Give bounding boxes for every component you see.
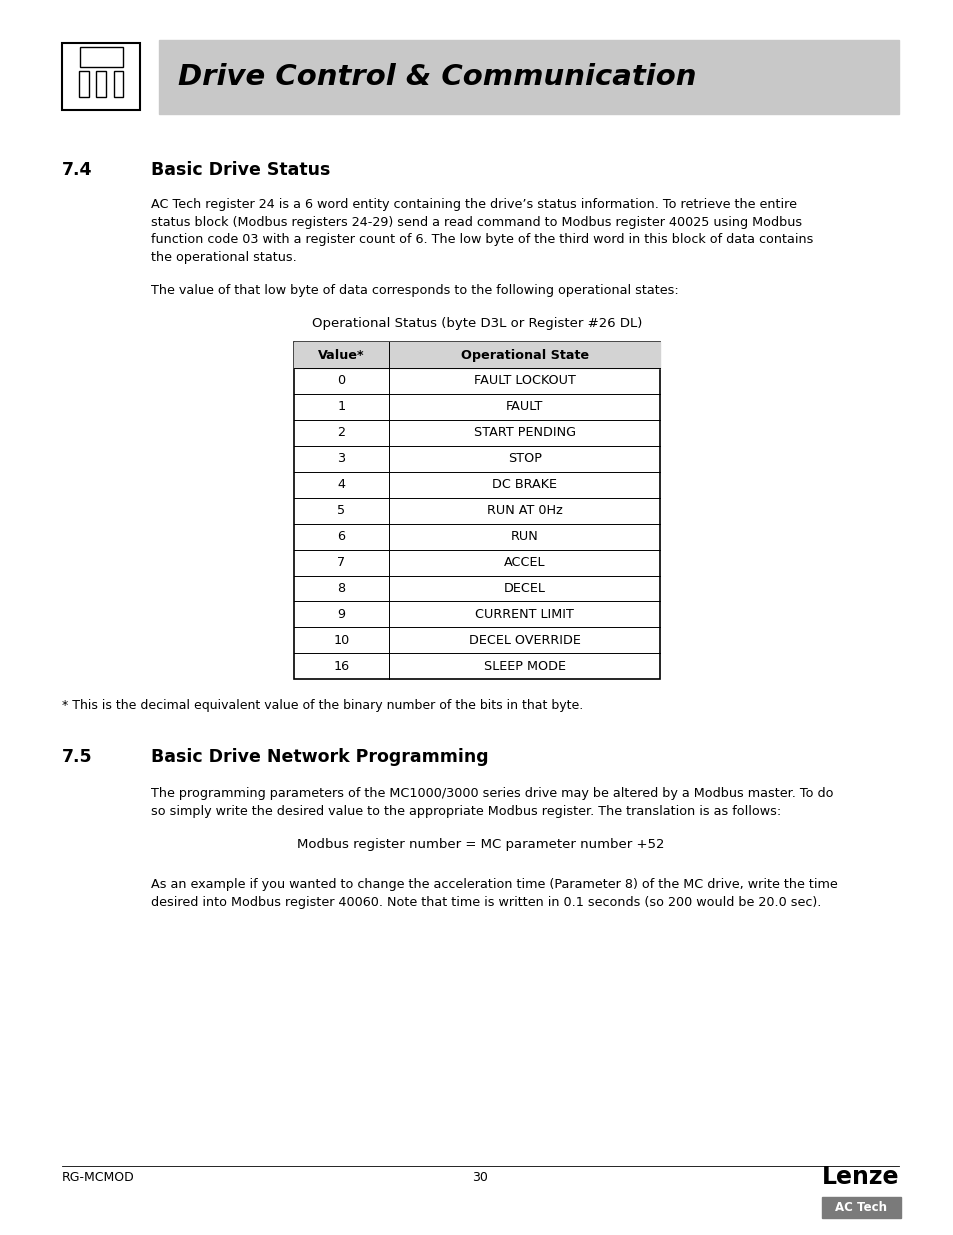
Text: 0: 0 [337, 374, 345, 388]
Text: * This is the decimal equivalent value of the binary number of the bits in that : * This is the decimal equivalent value o… [62, 699, 582, 713]
Bar [821, 1197, 900, 1218]
Bar [294, 342, 659, 368]
Text: 3: 3 [337, 452, 345, 466]
Text: Modbus register number = MC parameter number +52: Modbus register number = MC parameter nu… [296, 837, 663, 851]
Text: 7: 7 [337, 556, 345, 569]
Bar [96, 72, 106, 96]
Text: 7.4: 7.4 [62, 161, 92, 179]
Text: DC BRAKE: DC BRAKE [492, 478, 557, 492]
Text: Basic Drive Status: Basic Drive Status [151, 161, 330, 179]
Text: START PENDING: START PENDING [474, 426, 575, 440]
Text: DECEL OVERRIDE: DECEL OVERRIDE [468, 634, 580, 647]
Text: AC Tech register 24 is a 6 word entity containing the drive’s status information: AC Tech register 24 is a 6 word entity c… [151, 198, 796, 211]
Text: status block (Modbus registers 24-29) send a read command to Modbus register 400: status block (Modbus registers 24-29) se… [151, 215, 801, 228]
Bar [62, 43, 140, 110]
Text: so simply write the desired value to the appropriate Modbus register. The transl: so simply write the desired value to the… [151, 805, 781, 819]
Text: Drive Control & Communication: Drive Control & Communication [178, 63, 697, 90]
Text: SLEEP MODE: SLEEP MODE [483, 659, 565, 673]
Text: RG-MCMOD: RG-MCMOD [62, 1171, 134, 1184]
Text: RUN AT 0Hz: RUN AT 0Hz [486, 504, 562, 517]
Text: 8: 8 [337, 582, 345, 595]
Text: 10: 10 [333, 634, 350, 647]
Text: ACCEL: ACCEL [503, 556, 545, 569]
Text: DECEL: DECEL [503, 582, 545, 595]
Text: The value of that low byte of data corresponds to the following operational stat: The value of that low byte of data corre… [151, 284, 678, 298]
Bar [294, 342, 659, 679]
Text: The programming parameters of the MC1000/3000 series drive may be altered by a M: The programming parameters of the MC1000… [151, 788, 832, 800]
Text: CURRENT LIMIT: CURRENT LIMIT [475, 608, 574, 621]
Text: FAULT LOCKOUT: FAULT LOCKOUT [474, 374, 575, 388]
Text: Lenze: Lenze [821, 1165, 899, 1188]
Text: AC Tech: AC Tech [835, 1200, 886, 1214]
Text: STOP: STOP [507, 452, 541, 466]
Text: 2: 2 [337, 426, 345, 440]
Text: 5: 5 [337, 504, 345, 517]
Bar [79, 47, 123, 67]
Text: As an example if you wanted to change the acceleration time (Parameter 8) of the: As an example if you wanted to change th… [151, 878, 837, 892]
Text: 7.5: 7.5 [62, 748, 92, 766]
Text: 1: 1 [337, 400, 345, 414]
Text: Operational Status (byte D3L or Register #26 DL): Operational Status (byte D3L or Register… [312, 317, 641, 330]
Text: FAULT: FAULT [505, 400, 543, 414]
Text: 30: 30 [472, 1171, 488, 1184]
Text: Value*: Value* [318, 348, 364, 362]
Text: Basic Drive Network Programming: Basic Drive Network Programming [151, 748, 488, 766]
Text: desired into Modbus register 40060. Note that time is written in 0.1 seconds (so: desired into Modbus register 40060. Note… [151, 895, 821, 909]
Text: 4: 4 [337, 478, 345, 492]
Text: 16: 16 [334, 659, 349, 673]
Text: Operational State: Operational State [460, 348, 588, 362]
Text: 9: 9 [337, 608, 345, 621]
Text: 6: 6 [337, 530, 345, 543]
Text: the operational status.: the operational status. [151, 252, 296, 264]
Bar [159, 40, 898, 114]
Bar [113, 72, 123, 96]
Bar [79, 72, 89, 96]
Text: function code 03 with a register count of 6. The low byte of the third word in t: function code 03 with a register count o… [151, 233, 812, 247]
Text: RUN: RUN [510, 530, 538, 543]
